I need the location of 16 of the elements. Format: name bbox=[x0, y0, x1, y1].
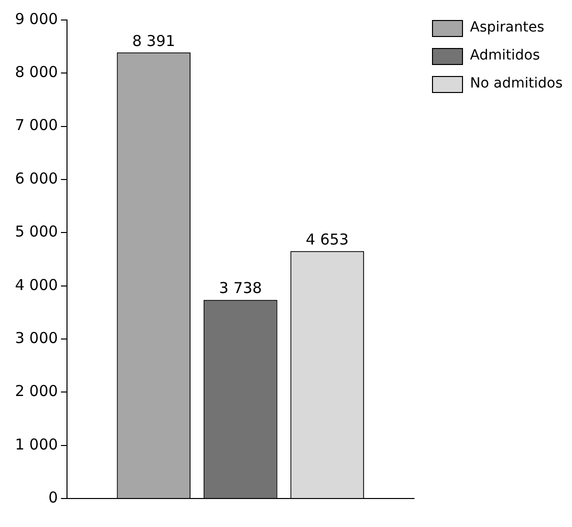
y-tick-label: 4 000 bbox=[14, 276, 58, 294]
legend-label: Aspirantes bbox=[470, 20, 544, 36]
y-tick-label: 2 000 bbox=[14, 382, 58, 400]
y-tick-label: 8 000 bbox=[14, 63, 58, 82]
y-tick-label: 7 000 bbox=[14, 116, 58, 134]
y-tick-label: 1 000 bbox=[14, 435, 58, 454]
legend-label: Admitidos bbox=[470, 48, 540, 64]
y-tick-label: 6 000 bbox=[14, 169, 58, 188]
legend-label: No admitidos bbox=[470, 76, 563, 92]
y-tick-label: 0 bbox=[48, 488, 58, 506]
y-tick-label: 3 000 bbox=[14, 328, 58, 347]
data-label: 3 738 bbox=[218, 279, 262, 298]
y-tick-label: 9 000 bbox=[14, 10, 58, 28]
data-label: 8 391 bbox=[132, 32, 176, 50]
y-tick-label: 5 000 bbox=[14, 222, 58, 241]
data-label: 4 653 bbox=[306, 230, 349, 249]
